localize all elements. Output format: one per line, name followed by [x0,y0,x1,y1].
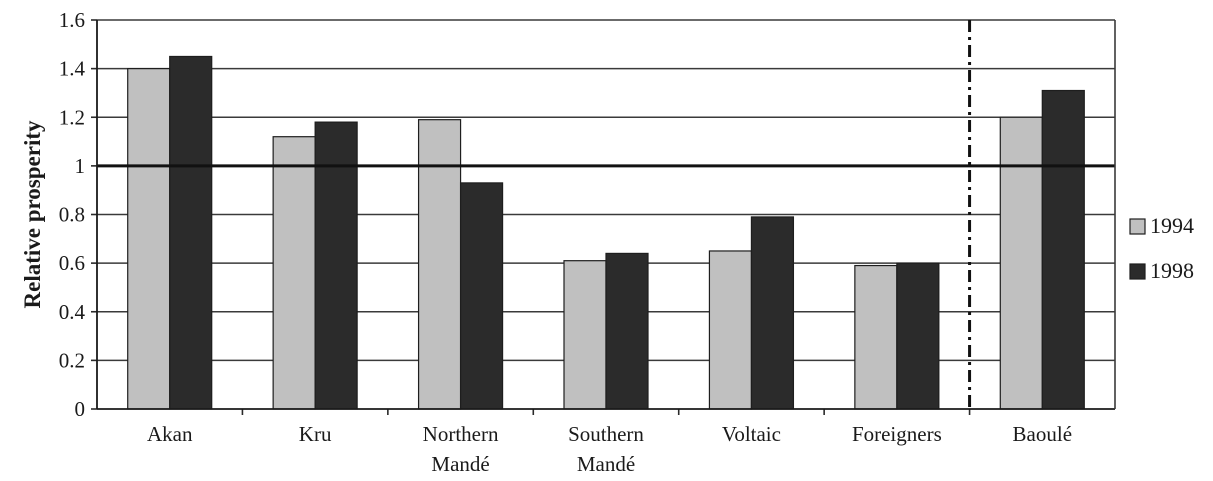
legend: 1994 1998 [1130,213,1194,283]
bar-1994-4 [709,251,751,409]
x-category-label: Foreigners [852,422,942,446]
bar-1994-1 [273,137,315,409]
x-category-label: Mandé [431,452,489,476]
x-category-label: Voltaic [722,422,781,446]
y-tick-label: 0.4 [59,300,86,324]
x-category-labels: Akan Kru Northern Mandé Southern Mandé Voltaic… [147,422,1072,476]
bar-1994-6 [1000,117,1042,409]
y-tick-label: 0.8 [59,203,85,227]
bar-1998-5 [897,263,939,409]
bar-1994-3 [564,261,606,409]
y-axis-label: Relative prosperity [20,120,45,309]
bar-1994-2 [419,120,461,409]
legend-swatch-1994 [1130,219,1145,234]
x-category-label: Baoulé [1013,422,1072,446]
y-tick-label: 1 [75,154,86,178]
bar-1994-5 [855,266,897,409]
x-category-label: Kru [299,422,332,446]
y-tick-label: 0.2 [59,348,85,372]
x-category-label: Northern [423,422,499,446]
bar-1994-0 [128,69,170,409]
x-category-label: Mandé [577,452,635,476]
bar-1998-0 [170,56,212,409]
y-tick-labels: 0 0.2 0.4 0.6 0.8 1 1.2 1.4 1.6 [59,8,86,421]
legend-label: 1998 [1150,258,1194,283]
bar-1998-6 [1042,91,1084,409]
bars [128,56,1085,409]
x-category-label: Akan [147,422,193,446]
y-tick-label: 1.4 [59,57,86,81]
y-tick-label: 0 [75,397,86,421]
bar-1998-3 [606,253,648,409]
legend-swatch-1998 [1130,264,1145,279]
y-tick-label: 0.6 [59,251,85,275]
y-tick-label: 1.6 [59,8,85,32]
legend-label: 1994 [1150,213,1194,238]
y-tick-label: 1.2 [59,105,85,129]
bar-1998-4 [751,217,793,409]
bar-1998-2 [461,183,503,409]
x-category-label: Southern [568,422,644,446]
